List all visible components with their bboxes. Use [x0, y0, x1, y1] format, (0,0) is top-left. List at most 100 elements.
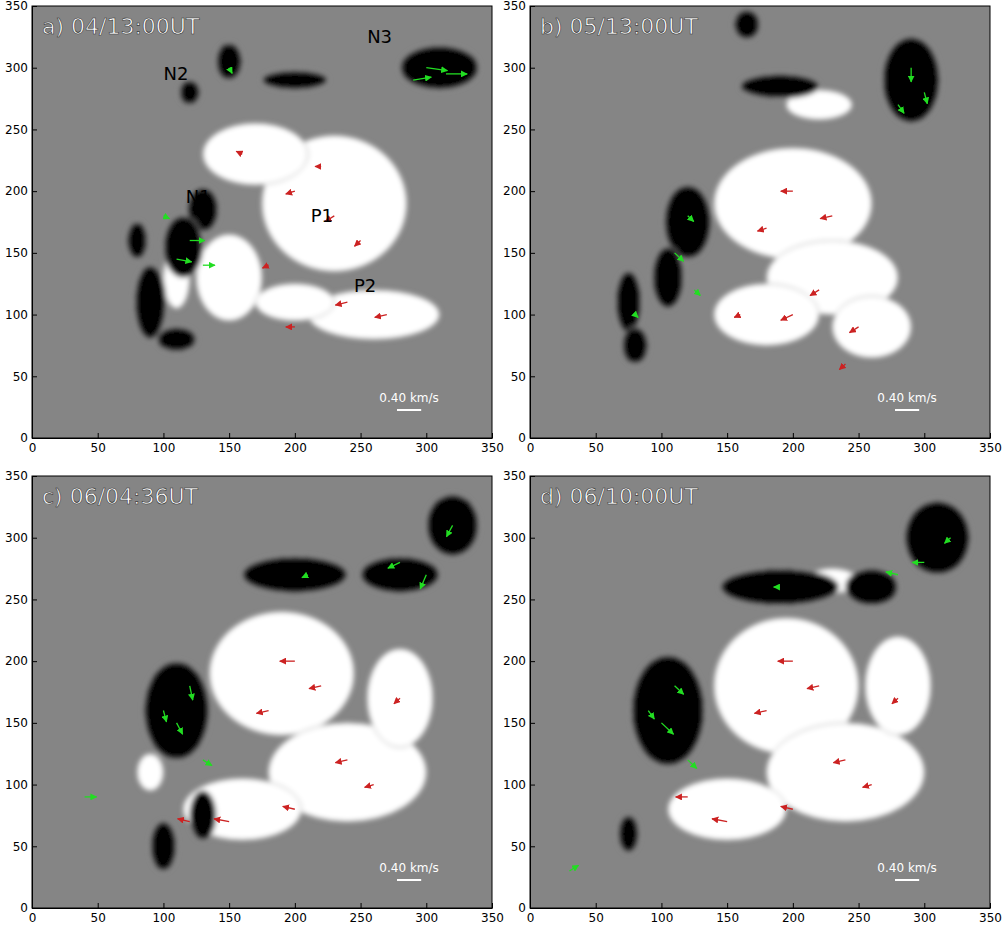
velocity-arrow	[256, 711, 268, 714]
polarity-patch	[150, 822, 176, 871]
polarity-patch	[262, 70, 328, 90]
y-tick: 250	[5, 123, 37, 137]
y-tick-label: 0	[518, 901, 526, 915]
polarity-patch	[615, 271, 641, 333]
polarity-patch	[865, 636, 931, 735]
x-tick: 300	[913, 433, 936, 455]
plot-area	[127, 43, 479, 352]
y-tick-mark	[530, 191, 535, 192]
velocity-arrow	[177, 723, 183, 734]
y-tick-label: 250	[5, 123, 28, 137]
y-tick-mark	[32, 599, 37, 600]
y-tick: 0	[20, 901, 37, 915]
velocity-arrow	[413, 77, 431, 80]
x-tick-mark	[990, 903, 991, 908]
x-tick-mark	[727, 433, 728, 438]
y-tick-label: 350	[503, 469, 526, 483]
y-tick-label: 300	[5, 531, 28, 545]
velocity-arrow	[898, 105, 904, 114]
velocity-arrow	[807, 686, 819, 689]
x-tick-label: 150	[218, 911, 241, 925]
polarity-patch	[196, 234, 262, 320]
polarity-patch	[721, 569, 839, 606]
polarity-patch	[242, 556, 347, 593]
y-tick-label: 300	[503, 61, 526, 75]
polarity-patch	[183, 778, 301, 840]
velocity-arrow	[712, 819, 727, 822]
polarity-patch	[767, 723, 925, 822]
y-tick: 100	[503, 308, 535, 322]
x-tick-label: 50	[589, 441, 604, 455]
velocity-arrow	[283, 806, 295, 809]
velocity-arrow	[203, 760, 212, 766]
plot-background	[530, 476, 990, 908]
velocity-vectors	[163, 68, 467, 327]
y-tick-mark	[32, 476, 37, 477]
polarity-patch	[190, 791, 216, 840]
x-tick: 200	[782, 903, 805, 925]
x-axis-line	[33, 908, 493, 909]
x-tick-label: 350	[979, 441, 1002, 455]
x-tick-mark	[924, 433, 925, 438]
y-tick: 200	[5, 184, 37, 198]
scale-label: 0.40 km/s	[379, 391, 438, 405]
y-tick-mark	[32, 438, 37, 439]
plot-area	[569, 501, 970, 871]
y-tick-label: 250	[503, 123, 526, 137]
y-tick: 200	[503, 184, 535, 198]
polarity-patch	[163, 216, 202, 278]
y-tick-mark	[32, 846, 37, 847]
velocity-arrow	[820, 216, 832, 219]
x-axis-line	[531, 908, 991, 909]
velocity-arrow	[286, 191, 295, 194]
x-tick: 100	[152, 433, 175, 455]
panel-title: b) 05/13:00UT	[540, 14, 698, 39]
y-tick: 50	[13, 840, 37, 854]
x-tick-label: 0	[29, 441, 37, 455]
x-tick-mark	[492, 903, 493, 908]
region-label: P1	[311, 205, 333, 226]
velocity-arrow	[781, 806, 793, 809]
x-tick-mark	[295, 433, 296, 438]
y-tick-mark	[32, 68, 37, 69]
x-tick: 150	[218, 433, 241, 455]
y-tick-mark	[32, 908, 37, 909]
y-tick: 100	[5, 308, 37, 322]
x-tick-label: 50	[589, 911, 604, 925]
polarity-patch	[734, 10, 760, 40]
polarity-patch	[144, 661, 210, 760]
velocity-arrow	[892, 698, 898, 704]
panel-title: c) 06/04:36UT	[42, 484, 199, 509]
y-tick-mark	[32, 191, 37, 192]
polarity-patch	[631, 655, 705, 766]
polarity-patch	[361, 556, 440, 593]
velocity-arrow	[635, 315, 638, 318]
velocity-arrow	[661, 723, 673, 734]
x-tick-label: 200	[284, 441, 307, 455]
x-tick: 300	[913, 903, 936, 925]
polarity-patch	[127, 222, 148, 259]
panel-title: a) 04/13:00UT	[42, 14, 200, 39]
x-tick: 250	[350, 433, 373, 455]
y-tick: 50	[511, 370, 535, 384]
x-tick: 150	[716, 903, 739, 925]
y-tick: 150	[5, 716, 37, 730]
x-tick-label: 200	[284, 911, 307, 925]
y-tick-label: 150	[5, 716, 28, 730]
x-tick: 250	[848, 903, 871, 925]
x-tick-mark	[229, 433, 230, 438]
velocity-arrow	[426, 68, 447, 71]
x-axis: 050100150200250300350	[29, 433, 504, 455]
x-tick-label: 0	[29, 911, 37, 925]
y-tick-mark	[530, 538, 535, 539]
velocity-arrow	[863, 785, 872, 788]
y-tick-label: 50	[13, 840, 28, 854]
y-tick-label: 100	[5, 778, 28, 792]
y-tick-label: 100	[503, 778, 526, 792]
velocity-vectors	[569, 538, 950, 871]
velocity-arrow	[945, 538, 951, 544]
x-tick-label: 350	[481, 441, 504, 455]
y-axis: 050100150200250300350	[503, 469, 535, 915]
y-tick-label: 350	[5, 469, 28, 483]
y-axis-line	[32, 7, 33, 439]
